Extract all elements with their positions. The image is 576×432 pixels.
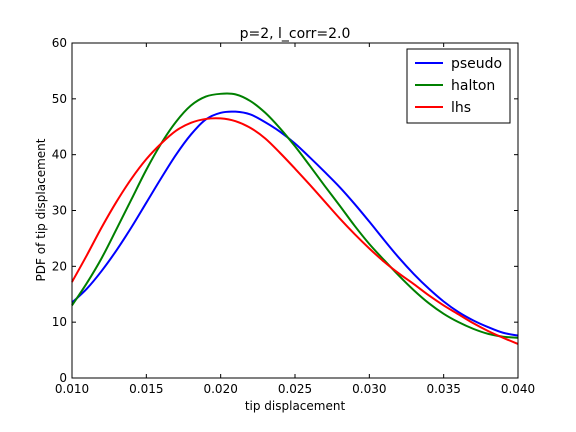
x-tick-label: 0.010 (55, 382, 89, 396)
x-tick-label: 0.020 (203, 382, 237, 396)
y-tick-label: 40 (52, 148, 67, 162)
x-tick-label: 0.035 (426, 382, 460, 396)
legend-label-lhs: lhs (451, 100, 471, 116)
legend: pseudo halton lhs (406, 48, 511, 124)
y-tick-label: 60 (52, 36, 67, 50)
y-axis-label: PDF of tip displacement (34, 138, 48, 281)
series-line-halton (71, 92, 519, 339)
x-tick-label: 0.025 (278, 382, 312, 396)
y-tick-label: 0 (59, 371, 67, 385)
y-tick-label: 50 (52, 92, 67, 106)
y-tick-label: 30 (52, 204, 67, 218)
series-line-pseudo (71, 110, 519, 337)
legend-label-pseudo: pseudo (451, 56, 502, 72)
series-line-lhs (71, 117, 519, 345)
x-axis-label: tip displacement (245, 399, 346, 413)
chart-title: p=2, l_corr=2.0 (240, 26, 351, 42)
legend-label-halton: halton (451, 78, 495, 94)
x-tick-label: 0.015 (129, 382, 163, 396)
x-tick-label: 0.030 (352, 382, 386, 396)
x-tick-label: 0.040 (501, 382, 535, 396)
y-tick-label: 10 (52, 315, 67, 329)
y-tick-label: 20 (52, 259, 67, 273)
